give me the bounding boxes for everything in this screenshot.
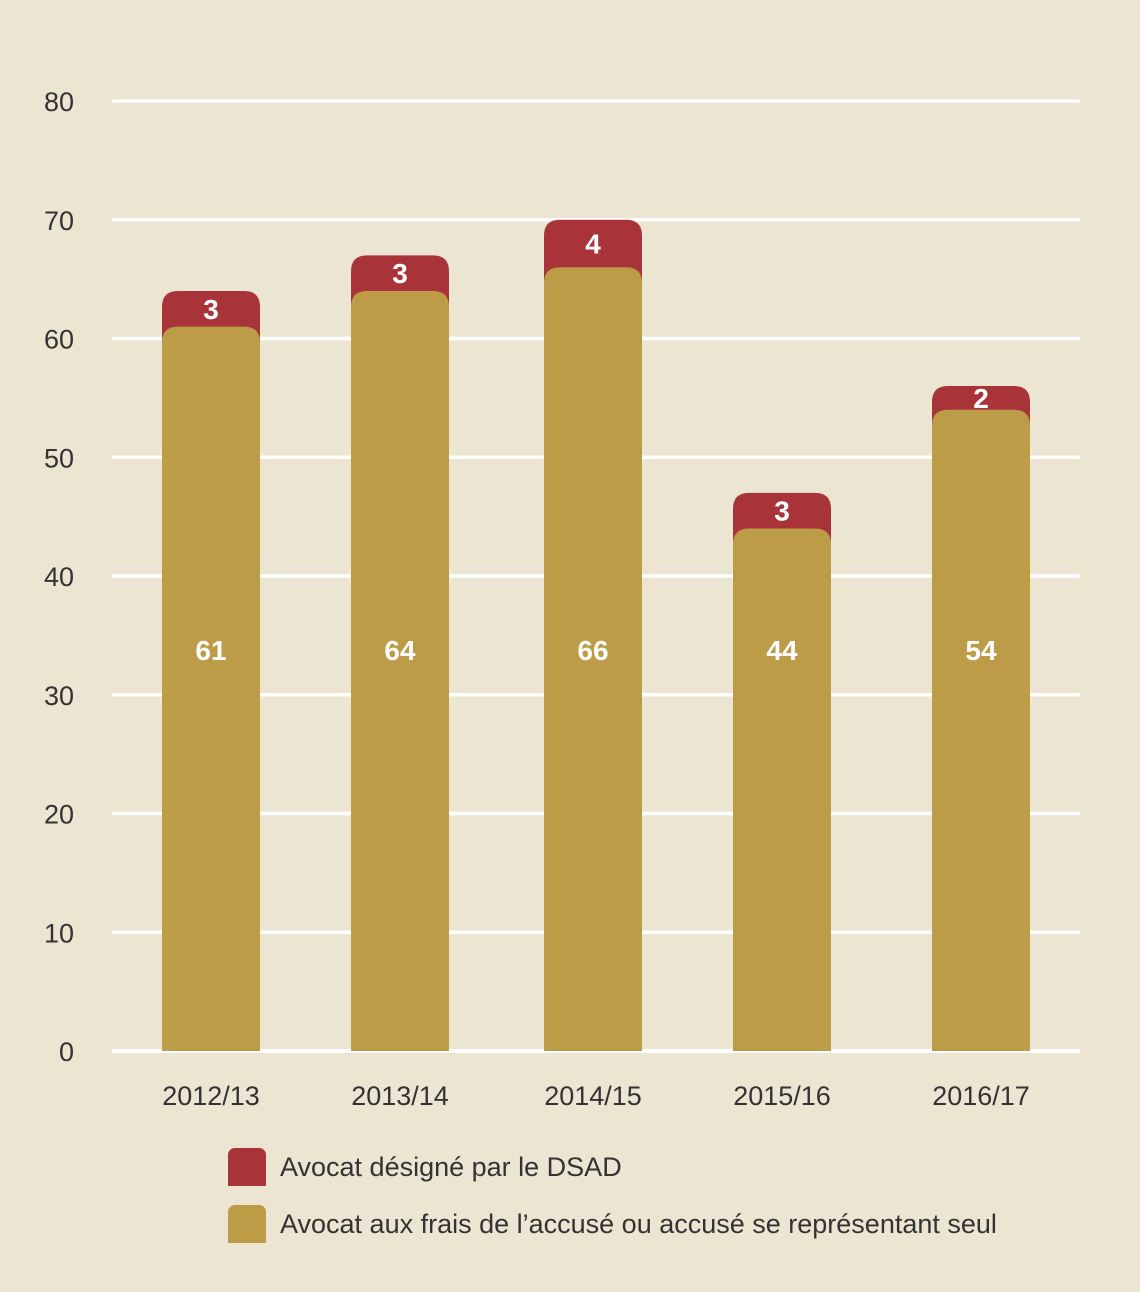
data-label-dsad: 3 [203,294,219,325]
bar-accuse [162,326,260,1051]
y-tick-label: 20 [44,800,74,830]
y-tick-label: 50 [44,443,74,473]
data-label-dsad: 2 [973,383,989,414]
legend: Avocat désigné par le DSAD Avocat aux fr… [228,1147,997,1261]
legend-swatch-dsad [228,1148,266,1186]
data-label-accuse: 61 [195,635,226,666]
x-tick-label: 2015/16 [733,1081,831,1111]
data-label-dsad: 4 [585,229,601,260]
data-label-dsad: 3 [774,496,790,527]
legend-item-dsad: Avocat désigné par le DSAD [228,1147,997,1187]
bar-accuse [351,291,449,1051]
legend-label-accuse: Avocat aux frais de l’accusé ou accusé s… [280,1208,997,1239]
y-tick-label: 60 [44,325,74,355]
legend-label-dsad: Avocat désigné par le DSAD [280,1151,622,1182]
y-tick-label: 80 [44,87,74,117]
x-tick-label: 2012/13 [162,1081,260,1111]
bar-accuse [544,267,642,1051]
data-label-accuse: 66 [577,635,608,666]
legend-swatch-accuse [228,1205,266,1243]
data-label-dsad: 3 [392,258,408,289]
y-tick-label: 70 [44,206,74,236]
y-tick-label: 0 [59,1037,74,1067]
y-tick-label: 40 [44,562,74,592]
y-tick-label: 10 [44,918,74,948]
data-label-accuse: 64 [384,635,416,666]
bar-accuse [932,409,1030,1051]
legend-item-accuse: Avocat aux frais de l’accusé ou accusé s… [228,1204,997,1244]
x-tick-label: 2014/15 [544,1081,642,1111]
data-label-accuse: 54 [965,635,997,666]
bar-accuse [733,528,831,1051]
x-tick-label: 2016/17 [932,1081,1030,1111]
data-label-accuse: 44 [766,635,798,666]
x-tick-label: 2013/14 [351,1081,449,1111]
y-tick-label: 30 [44,681,74,711]
